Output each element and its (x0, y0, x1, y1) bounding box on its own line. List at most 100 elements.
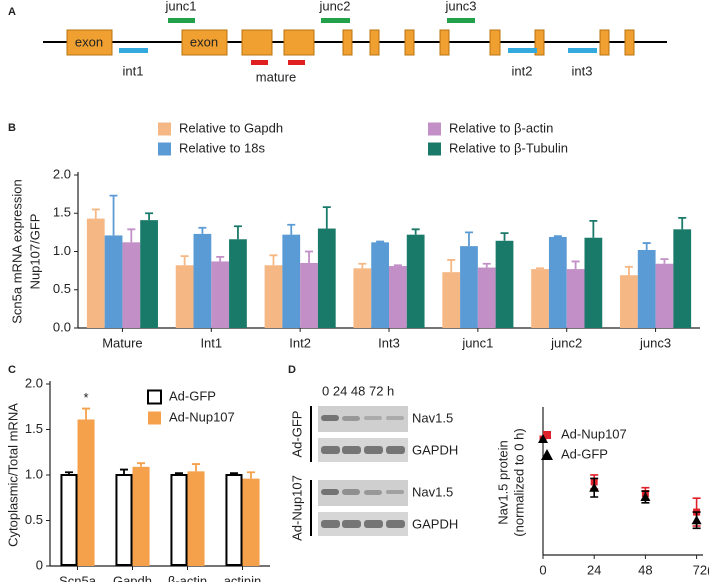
band-label: Nav1.5 (412, 410, 453, 425)
error-bar (571, 260, 580, 270)
bar (229, 239, 247, 328)
y-tick-label: 1.0 (25, 466, 43, 481)
legend-label: Ad-Nup107 (561, 426, 627, 441)
band-label: Nav1.5 (412, 484, 453, 499)
bar (548, 236, 567, 328)
bar (495, 240, 514, 328)
legend-label: Relative to Gapdh (179, 120, 283, 135)
mature-bars (251, 60, 305, 65)
blot-group: Ad-Nup107 (289, 475, 304, 541)
legend-swatch (158, 122, 171, 136)
junc-label: junc1 (164, 0, 196, 13)
timepoints: 0 24 48 72 h (322, 383, 394, 398)
int-label: int3 (572, 63, 593, 78)
x-tick-label: Int1 (200, 335, 222, 350)
x-tick-label: 48 (638, 562, 652, 577)
annotation: * (83, 390, 88, 405)
point (640, 492, 651, 501)
y-tick-label: 0.5 (25, 512, 43, 527)
error-bar (322, 206, 331, 229)
legend-swatch (428, 142, 441, 156)
error-bar (229, 472, 238, 475)
x-tick-label: junc1 (461, 335, 493, 350)
x-tick-label: Int3 (378, 335, 400, 350)
y-axis-label: Nav1.5 protein (495, 440, 510, 525)
legend-label: Relative to β-actin (449, 120, 553, 135)
error-bar (678, 216, 687, 230)
bar (353, 268, 372, 328)
panel-label: C (8, 364, 16, 376)
x-tick-label: junc3 (639, 335, 671, 350)
bar (104, 235, 123, 328)
bar (566, 269, 585, 328)
error-bar (137, 462, 146, 467)
y-tick-label: 2.0 (25, 375, 43, 390)
band-label: GAPDH (412, 442, 458, 457)
error-bar (447, 259, 456, 273)
error-bar (198, 226, 207, 234)
mature-label: mature (256, 69, 296, 84)
y-axis-label: Nup107/GFP (27, 214, 42, 290)
y-tick-label: 2.0 (53, 166, 71, 181)
y-axis-label: Scn5a mRNA expression (9, 179, 24, 324)
bar (637, 249, 656, 328)
bar (673, 229, 692, 328)
bar (282, 234, 301, 328)
y-axis-label: Cytoplasmic/Total mRNA (5, 403, 20, 547)
error-bar (180, 255, 189, 266)
junc-label: junc3 (444, 0, 476, 13)
bar (406, 234, 425, 328)
legend-marker (541, 449, 553, 460)
error-bar (287, 223, 296, 235)
x-tick-label: Scn5a (59, 573, 97, 582)
y-tick-label: 1.5 (53, 205, 71, 220)
error-bar (127, 228, 136, 243)
legend-label: Ad-GFP (561, 446, 608, 461)
int-bars (119, 48, 597, 53)
legend-swatch (158, 142, 171, 156)
error-bar (393, 264, 402, 267)
exons (66, 29, 635, 56)
bar (225, 474, 243, 566)
error-bar (376, 240, 385, 243)
bar (371, 242, 389, 328)
error-bar (358, 262, 367, 269)
y-tick-label: 0.0 (53, 319, 71, 334)
y-tick-label: 1.0 (53, 243, 71, 258)
error-bar (216, 255, 225, 262)
error-bar (64, 471, 73, 475)
bar (655, 263, 674, 328)
bar (242, 478, 260, 566)
error-bar (233, 225, 242, 240)
y-tick-label: 0.5 (53, 281, 71, 296)
error-bar (305, 250, 314, 263)
gene-diagram: exon exon int1 int2 int3 junc1 junc2 jun… (43, 0, 667, 84)
x-tick-label: actinin (224, 573, 262, 582)
legend-marker (543, 431, 551, 439)
exon-label: exon (75, 34, 103, 49)
legend-swatch (148, 411, 161, 425)
legend-label: Relative to 18s (179, 140, 265, 155)
exon-label: exon (190, 34, 218, 49)
western-blot: 0 24 48 72 h Ad-GFP Ad-Nup107 Nav1.5 GAP… (289, 383, 458, 540)
junc-label: junc2 (318, 0, 350, 13)
error-bar (482, 262, 491, 268)
bar (442, 272, 461, 328)
bar (86, 218, 105, 328)
error-bar (624, 265, 633, 276)
error-bar (269, 254, 278, 266)
int-label: int1 (123, 63, 144, 78)
legend-label: Ad-GFP (169, 388, 216, 403)
band-label: GAPDH (412, 516, 458, 531)
blot-group: Ad-GFP (289, 411, 304, 458)
error-bar (536, 267, 545, 270)
error-bar (500, 232, 509, 241)
x-tick-label: 24 (587, 562, 601, 577)
bar (77, 419, 95, 566)
legend-swatch (428, 122, 441, 136)
bar (389, 266, 407, 328)
error-bar (553, 235, 562, 238)
error-bar (119, 468, 128, 475)
error-bar (464, 231, 473, 247)
y-tick-label: 0 (36, 557, 43, 572)
